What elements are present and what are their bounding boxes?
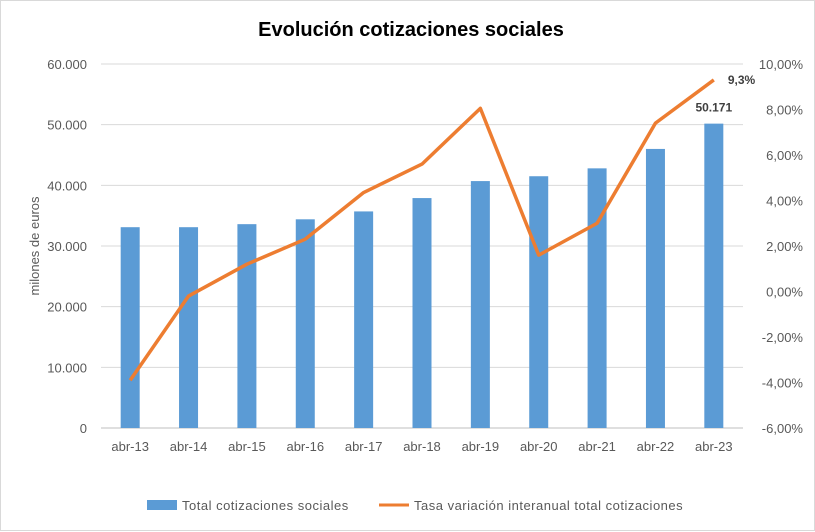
x-tick-label: abr-15 (228, 439, 266, 454)
x-tick-label: abr-23 (695, 439, 733, 454)
right-tick-label: 6,00% (766, 148, 803, 163)
right-tick-label: 0,00% (766, 285, 803, 300)
y-axis-label: milones de euros (27, 196, 42, 295)
x-tick-label: abr-13 (111, 439, 149, 454)
line-data-label: 9,3% (728, 73, 756, 87)
bar (646, 149, 665, 428)
right-tick-label: 2,00% (766, 239, 803, 254)
x-tick-label: abr-16 (286, 439, 324, 454)
right-tick-label: -2,00% (762, 330, 804, 345)
left-tick-label: 20.000 (47, 300, 87, 315)
right-tick-label: 8,00% (766, 103, 803, 118)
x-tick-label: abr-20 (520, 439, 558, 454)
x-tick-label: abr-19 (462, 439, 500, 454)
bar (529, 176, 548, 428)
left-tick-label: 10.000 (47, 360, 87, 375)
x-tick-label: abr-22 (637, 439, 675, 454)
bar (179, 227, 198, 428)
x-tick-label: abr-17 (345, 439, 383, 454)
bar (471, 181, 490, 428)
bar (121, 227, 140, 428)
legend-line-label: Tasa variación interanual total cotizaci… (414, 498, 683, 513)
left-tick-label: 30.000 (47, 239, 87, 254)
right-tick-label: 4,00% (766, 194, 803, 209)
left-tick-label: 40.000 (47, 178, 87, 193)
legend: Total cotizaciones sociales Tasa variaci… (147, 498, 683, 513)
x-tick-label: abr-18 (403, 439, 441, 454)
bar (354, 211, 373, 428)
right-tick-label: -4,00% (762, 376, 804, 391)
chart-title: Evolución cotizaciones sociales (258, 19, 564, 41)
legend-bar-swatch (147, 500, 177, 510)
x-tick-label: abr-21 (578, 439, 616, 454)
bar (704, 124, 723, 428)
bar (237, 224, 256, 428)
left-tick-label: 50.000 (47, 118, 87, 133)
left-tick-label: 60.000 (47, 57, 87, 72)
bar-data-label: 50.171 (695, 101, 732, 115)
bar (296, 219, 315, 428)
x-tick-label: abr-14 (170, 439, 208, 454)
left-tick-label: 0 (80, 421, 87, 436)
legend-bar-label: Total cotizaciones sociales (182, 498, 349, 513)
bar (413, 198, 432, 428)
bar (588, 168, 607, 428)
right-tick-label: 10,00% (759, 57, 804, 72)
right-tick-label: -6,00% (762, 421, 804, 436)
